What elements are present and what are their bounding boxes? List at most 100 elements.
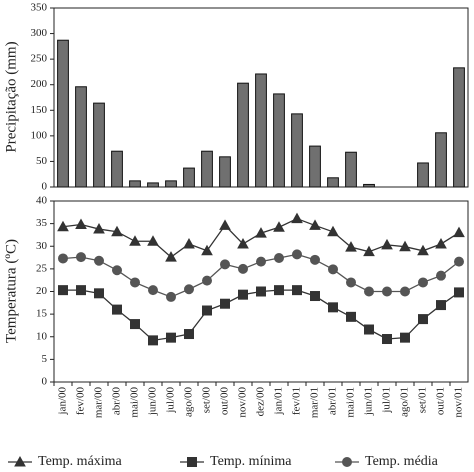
x-tick-label: ago/01 bbox=[399, 387, 411, 417]
data-point bbox=[400, 332, 410, 343]
series-line bbox=[63, 289, 460, 342]
x-tick-label: set/00 bbox=[201, 387, 213, 414]
data-point bbox=[130, 319, 140, 330]
data-point bbox=[220, 259, 230, 270]
x-tick-label: abr/01 bbox=[327, 387, 339, 415]
data-point bbox=[166, 332, 176, 343]
data-point bbox=[94, 255, 104, 266]
x-tick-label: fev/01 bbox=[291, 387, 303, 415]
y-axis-title: Precipitação (mm) bbox=[3, 41, 19, 152]
y-tick-label: 10 bbox=[36, 330, 48, 342]
x-tick-label: fev/00 bbox=[75, 387, 87, 416]
data-point bbox=[75, 218, 87, 230]
legend-label: Temp. média bbox=[365, 454, 439, 469]
x-tick-label: out/00 bbox=[219, 387, 231, 416]
x-tick-label: nov/01 bbox=[453, 387, 465, 418]
data-point bbox=[219, 219, 231, 230]
data-point bbox=[58, 253, 68, 264]
data-point bbox=[165, 251, 177, 262]
bar bbox=[75, 86, 87, 188]
data-point bbox=[129, 235, 141, 246]
data-point bbox=[94, 288, 104, 299]
data-point bbox=[291, 212, 303, 224]
x-tick-label: out/01 bbox=[435, 387, 447, 415]
data-point bbox=[364, 324, 374, 335]
y-tick-label: 0 bbox=[42, 181, 48, 193]
data-point bbox=[274, 285, 284, 296]
x-tick-label: jul/00 bbox=[165, 387, 177, 414]
data-point bbox=[184, 329, 194, 340]
bar bbox=[129, 180, 141, 188]
data-point bbox=[112, 265, 122, 276]
y-tick-label: 5 bbox=[42, 353, 48, 365]
bar bbox=[147, 182, 159, 188]
data-point bbox=[435, 237, 447, 249]
bar bbox=[327, 177, 339, 188]
data-point bbox=[292, 285, 302, 296]
bar bbox=[93, 102, 105, 188]
data-point bbox=[130, 277, 140, 288]
data-point bbox=[436, 270, 446, 281]
bar bbox=[273, 93, 285, 188]
data-point bbox=[454, 287, 464, 298]
data-point bbox=[255, 227, 267, 238]
bar bbox=[435, 132, 447, 188]
data-point bbox=[328, 264, 338, 275]
y-tick-label: 200 bbox=[31, 78, 48, 90]
bar bbox=[237, 82, 249, 188]
x-tick-label: mar/00 bbox=[93, 387, 105, 419]
data-point bbox=[381, 238, 393, 250]
data-point bbox=[382, 334, 392, 345]
data-point bbox=[363, 245, 375, 257]
y-tick-label: 300 bbox=[31, 27, 48, 39]
x-tick-label: jan/01 bbox=[273, 387, 285, 416]
data-point bbox=[201, 244, 213, 256]
legend-marker bbox=[187, 457, 197, 467]
x-tick-label: abr/00 bbox=[111, 387, 123, 416]
y-tick-label: 35 bbox=[36, 217, 48, 229]
data-point bbox=[454, 256, 464, 267]
data-point bbox=[58, 285, 68, 296]
data-point bbox=[382, 286, 392, 297]
x-tick-label: ago/00 bbox=[183, 387, 195, 417]
y-axis-title: Temperatura (ºC) bbox=[3, 239, 19, 343]
x-tick-label: jul/01 bbox=[381, 387, 393, 414]
data-point bbox=[309, 219, 321, 230]
data-point bbox=[202, 275, 212, 286]
x-tick-label: dez/00 bbox=[255, 387, 267, 417]
legend-marker bbox=[342, 457, 352, 467]
data-point bbox=[436, 300, 446, 311]
data-point bbox=[220, 298, 230, 309]
data-point bbox=[274, 253, 284, 264]
legend-label: Temp. máxima bbox=[38, 454, 123, 469]
x-tick-label: mai/00 bbox=[129, 387, 141, 418]
data-point bbox=[327, 225, 339, 237]
data-point bbox=[238, 263, 248, 274]
data-point bbox=[148, 335, 158, 346]
data-point bbox=[93, 223, 105, 234]
y-tick-label: 30 bbox=[36, 240, 48, 252]
bar bbox=[291, 113, 303, 188]
bar bbox=[363, 183, 375, 188]
bar bbox=[453, 67, 465, 188]
bar bbox=[57, 39, 69, 188]
data-point bbox=[417, 244, 429, 256]
data-point bbox=[202, 305, 212, 316]
bar bbox=[183, 167, 195, 188]
data-point bbox=[237, 237, 249, 249]
x-tick-label: jun/00 bbox=[147, 387, 159, 417]
y-tick-label: 40 bbox=[36, 195, 48, 207]
x-tick-label: nov/00 bbox=[237, 387, 249, 418]
legend-label: Temp. mínima bbox=[210, 454, 292, 469]
series-line bbox=[62, 217, 460, 258]
data-point bbox=[166, 291, 176, 302]
y-tick-label: 15 bbox=[36, 308, 48, 320]
data-point bbox=[184, 284, 194, 295]
data-point bbox=[111, 225, 123, 237]
y-tick-label: 150 bbox=[31, 104, 48, 116]
data-point bbox=[273, 221, 285, 232]
data-point bbox=[256, 256, 266, 267]
bar bbox=[255, 73, 267, 188]
x-tick-label: jan/00 bbox=[57, 387, 69, 416]
